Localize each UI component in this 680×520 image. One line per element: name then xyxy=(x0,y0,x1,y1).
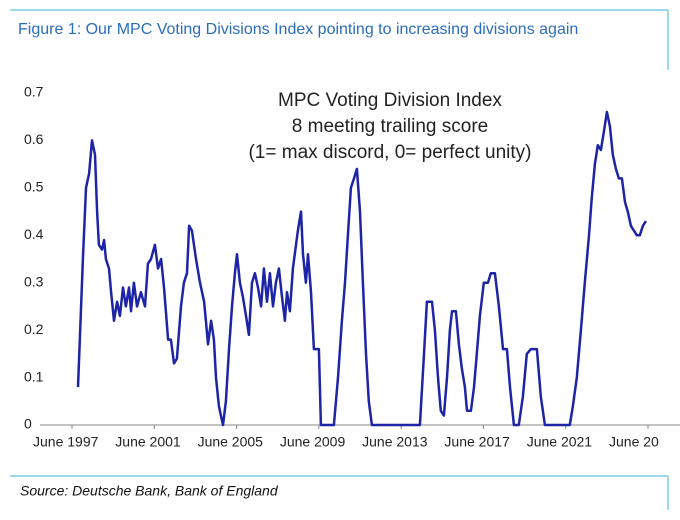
x-tick-label: June 2001 xyxy=(115,434,181,450)
y-tick-label: 0.1 xyxy=(24,368,44,384)
y-tick-label: 0 xyxy=(24,416,32,432)
y-tick-label: 0.5 xyxy=(24,179,44,195)
title-box: Figure 1: Our MPC Voting Divisions Index… xyxy=(18,21,579,38)
x-tick-label: June 2009 xyxy=(280,434,346,450)
annotation: (1= max discord, 0= perfect unity) xyxy=(248,142,531,163)
x-tick-label: June 2005 xyxy=(198,434,264,450)
y-tick-label: 0.2 xyxy=(24,321,44,337)
y-tick-label: 0.6 xyxy=(24,131,44,147)
y-tick-label: 0.7 xyxy=(24,84,44,100)
x-tick-label: June 2021 xyxy=(527,434,593,450)
y-tick-label: 0.4 xyxy=(24,226,44,242)
y-tick-label: 0.3 xyxy=(24,273,44,289)
chart-title: Figure 1: Our MPC Voting Divisions Index… xyxy=(18,21,579,38)
x-tick-label: June 1997 xyxy=(33,434,99,450)
annotation: MPC Voting Division Index xyxy=(278,90,502,111)
source: Source: Deutsche Bank, Bank of England xyxy=(20,483,279,499)
annotation: 8 meeting trailing score xyxy=(292,116,488,137)
data-line xyxy=(76,110,647,427)
x-tick-label: June 2017 xyxy=(444,434,510,450)
x-tick-label: June 2013 xyxy=(362,434,428,450)
x-tick-label: June 20 xyxy=(609,434,659,450)
